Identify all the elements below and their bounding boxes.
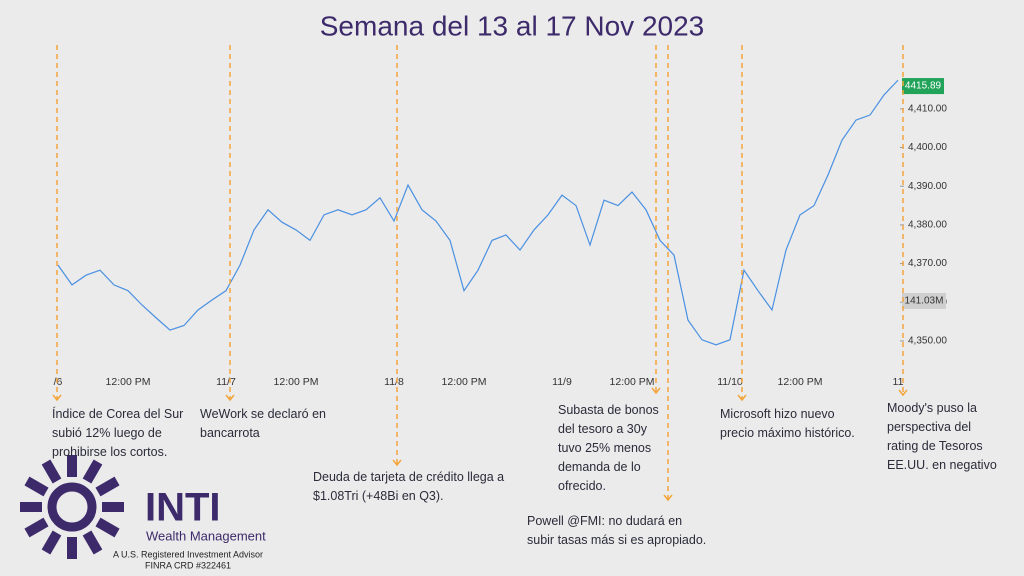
annotation: Índice de Corea del Sur subió 12% luego d… xyxy=(52,405,183,462)
volume-label: 141.03M xyxy=(905,296,944,307)
annotation: Microsoft hizo nuevo precio máximo histór… xyxy=(720,405,855,443)
brand-note: FINRA CRD #322461 xyxy=(145,560,231,570)
y-tick-label: 4,380.00 xyxy=(908,220,947,231)
x-tick-label: 12:00 PM xyxy=(106,376,151,388)
chart-title: Semana del 13 al 17 Nov 2023 xyxy=(320,10,705,41)
brand-name: INTI xyxy=(145,486,221,530)
annotation-line: perspectiva del xyxy=(887,420,972,434)
arrow-head xyxy=(651,387,661,395)
annotation-line: subió 12% luego de xyxy=(52,426,162,440)
x-tick-label: 11/7 xyxy=(216,376,236,388)
x-tick-label: 12:00 PM xyxy=(274,376,319,388)
arrow-head xyxy=(898,389,908,397)
y-tick-label: 4,390.00 xyxy=(908,181,947,192)
arrow-head xyxy=(737,394,747,402)
price-line xyxy=(57,79,899,346)
annotation-line: precio máximo histórico. xyxy=(720,426,855,440)
volume-badge xyxy=(902,293,946,309)
x-tick-label: 11 xyxy=(893,376,904,388)
y-tick-label: 4,370.00 xyxy=(908,258,947,269)
annotation: Powell @FMI: no dudará en subir tasas más… xyxy=(527,512,706,550)
y-tick-label: 4,350.00 xyxy=(908,336,947,347)
arrow-head xyxy=(663,494,673,502)
annotation-line: subir tasas más si es apropiado. xyxy=(527,533,707,547)
annotation: WeWork se declaró en bancarrota xyxy=(200,405,326,443)
annotation-line: Deuda de tarjeta de crédito llega a xyxy=(313,470,505,484)
last-price-label: 4415.89 xyxy=(905,81,942,92)
x-tick-label: 11/10 xyxy=(717,376,743,388)
brand-subtitle: Wealth Management xyxy=(146,528,266,543)
last-price-badge xyxy=(902,78,944,95)
annotation: Deuda de tarjeta de crédito llega a $1.08… xyxy=(313,468,504,506)
annotation-line: demanda de lo xyxy=(558,460,641,474)
x-tick-label: 11/9 xyxy=(552,376,572,388)
x-tick-label: 12:00 PM xyxy=(778,376,823,388)
annotation-line: del tesoro a 30y xyxy=(558,422,647,436)
annotation-line: Powell @FMI: no dudará en xyxy=(527,514,683,528)
annotation-line: ofrecido. xyxy=(558,479,606,493)
logo xyxy=(20,455,124,559)
annotation: Subasta de bonos del tesoro a 30y tuvo 25%… xyxy=(558,401,659,496)
arrow-head xyxy=(392,459,402,467)
x-tick-label: 11/8 xyxy=(384,376,404,388)
annotation-line: bancarrota xyxy=(200,426,260,440)
arrow-head xyxy=(225,394,235,402)
annotation-line: Índice de Corea del Sur xyxy=(52,407,184,421)
annotation-line: rating de Tesoros xyxy=(887,439,983,453)
y-tick-label: 4,400.00 xyxy=(908,142,947,153)
x-tick-label: 12:00 PM xyxy=(610,376,655,388)
brand-note: A U.S. Registered Investment Advisor xyxy=(113,549,263,559)
annotation-line: WeWork se declaró en xyxy=(200,407,326,421)
annotation-line: Subasta de bonos xyxy=(558,403,659,417)
annotation-line: Microsoft hizo nuevo xyxy=(720,407,835,421)
annotation-line: tuvo 25% menos xyxy=(558,441,652,455)
x-tick-label: 12:00 PM xyxy=(442,376,487,388)
annotation-line: EE.UU. en negativo xyxy=(887,458,997,472)
arrow-head xyxy=(52,394,62,402)
annotation-line: prohibirse los cortos. xyxy=(52,445,168,459)
annotation-line: $1.08Tri (+48Bi en Q3). xyxy=(313,489,444,503)
annotation-line: Moody's puso la xyxy=(887,401,977,415)
annotation: Moody's puso la perspectiva del rating de … xyxy=(887,399,997,475)
x-tick-label: /6 xyxy=(54,376,63,388)
y-tick-label: 4,410.00 xyxy=(908,103,947,114)
